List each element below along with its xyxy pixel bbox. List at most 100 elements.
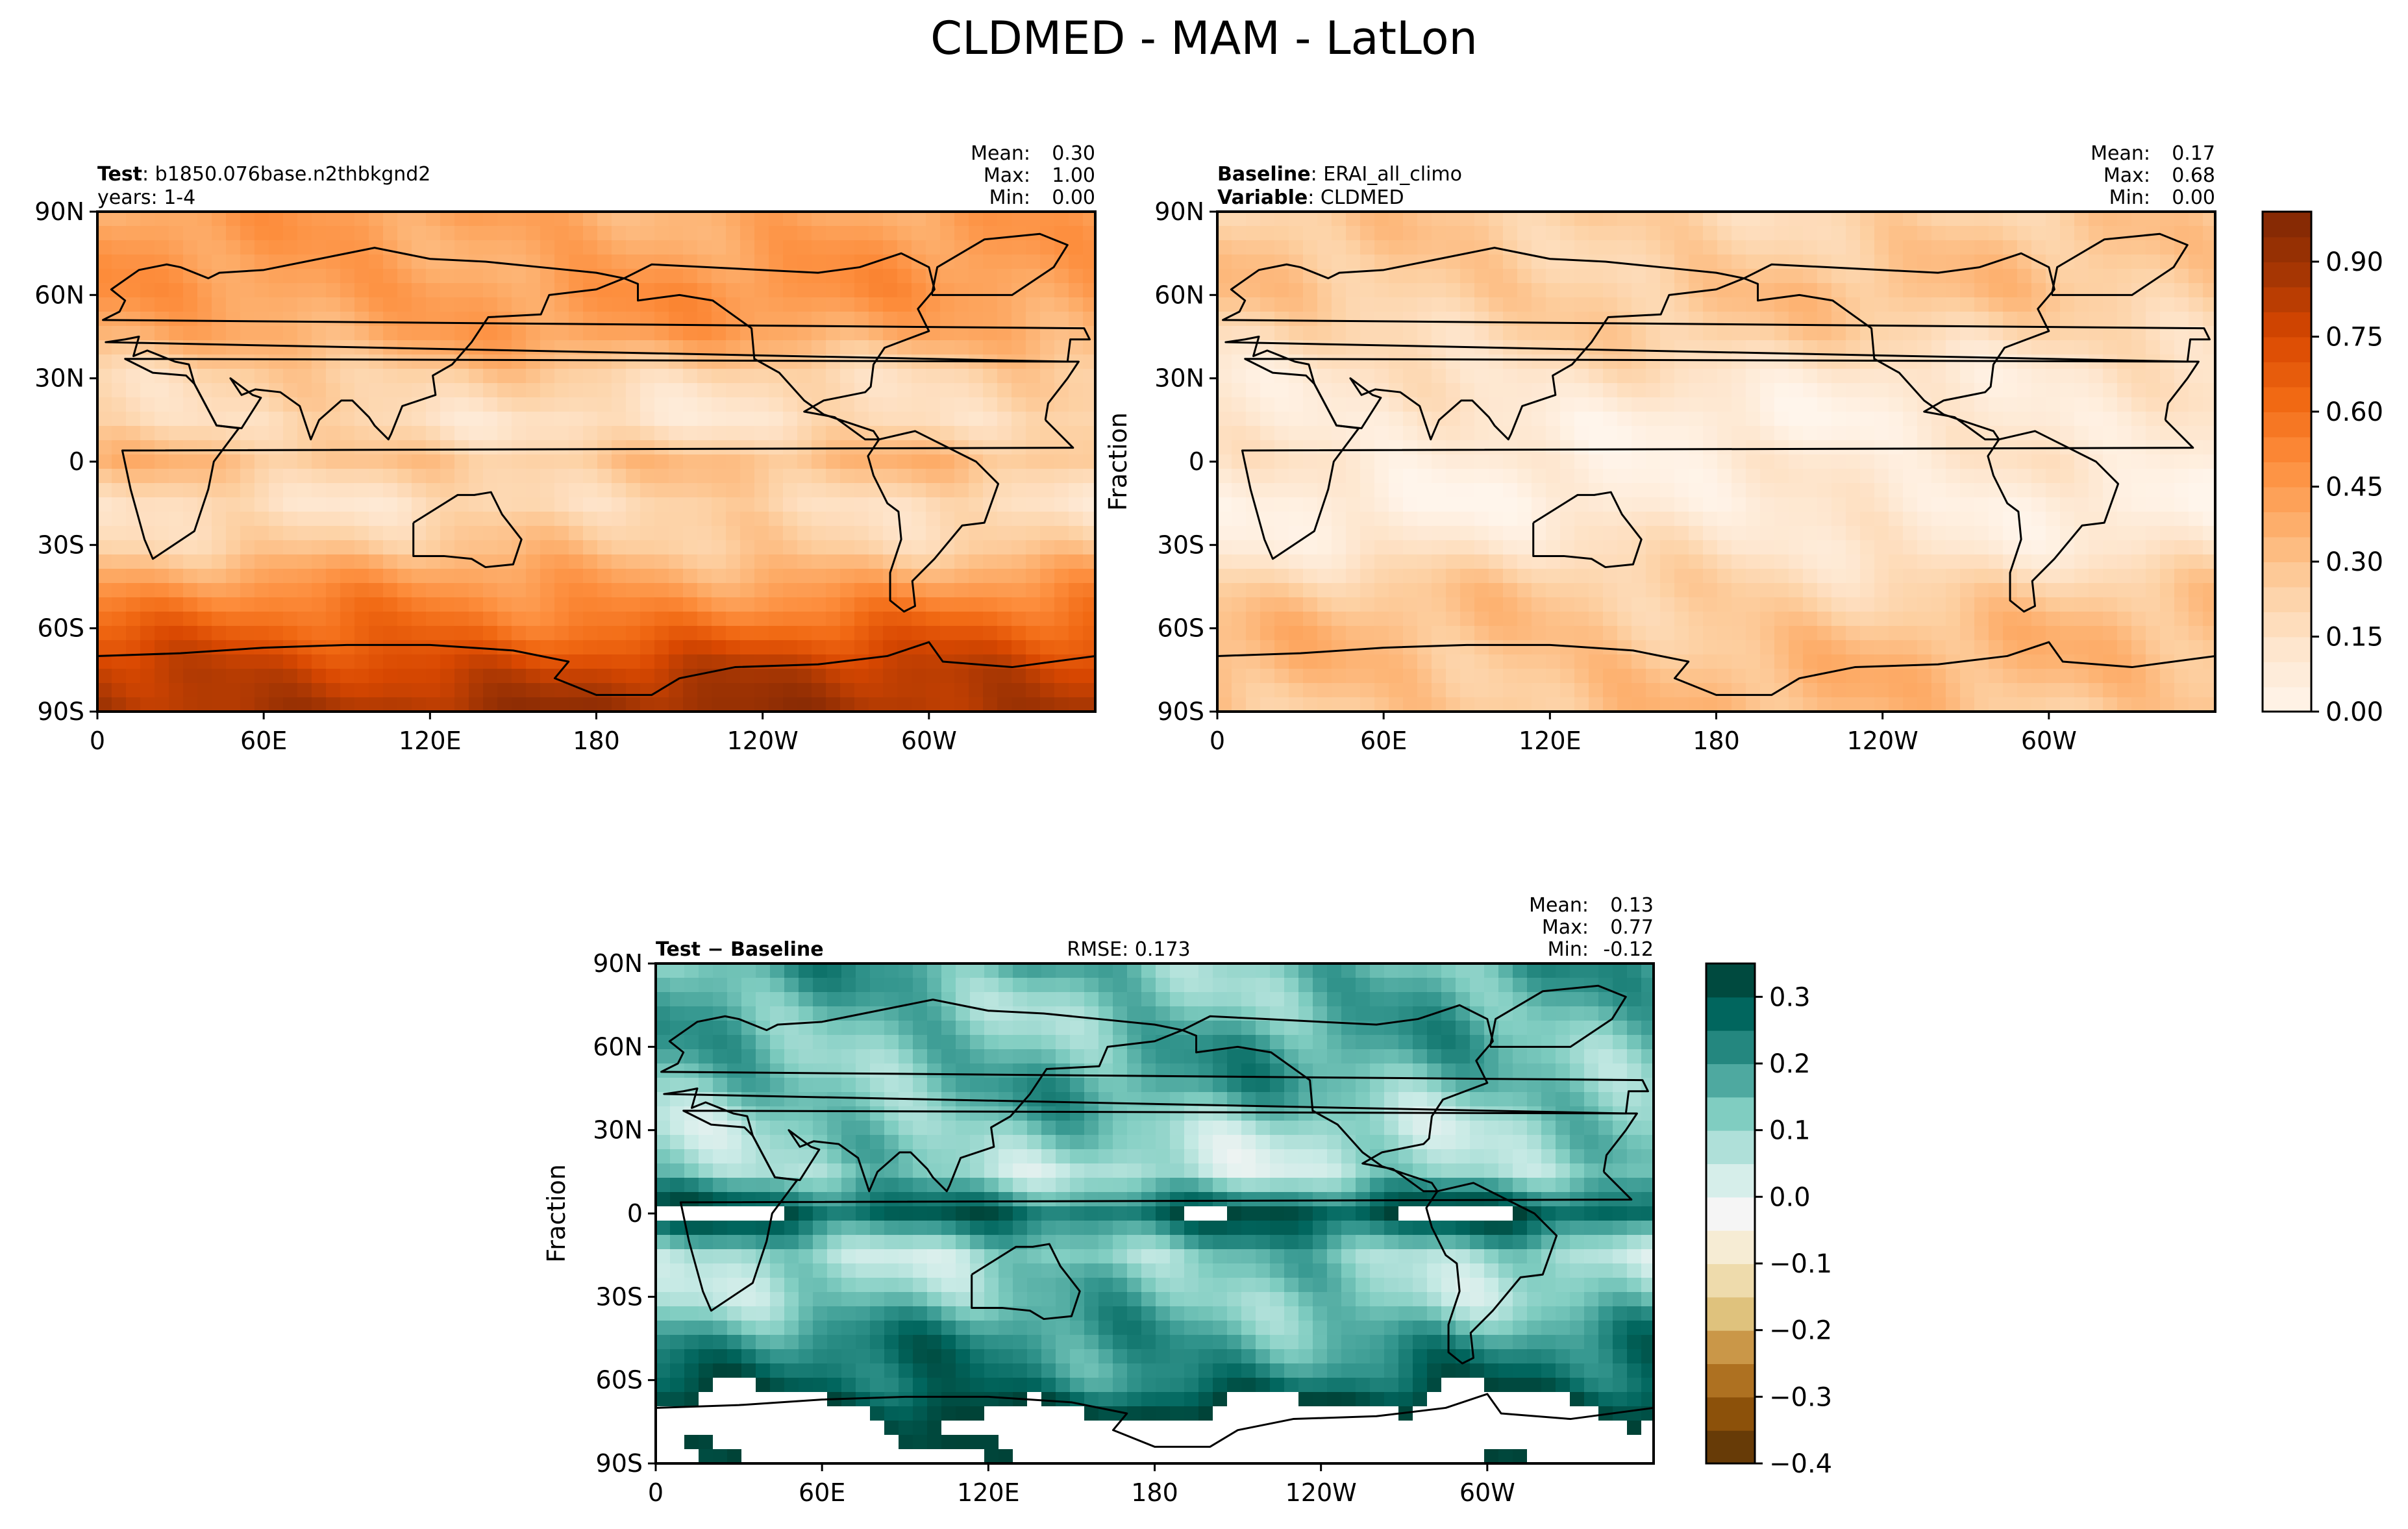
stat-label: Max: — [1542, 916, 1589, 939]
colorbar-segment — [1706, 1130, 1755, 1164]
colorbar-segment — [2263, 486, 2311, 512]
colorbar-bottom: 0.3 0.2 0.1 0.0 −0.1 −0.2 −0.3 −0.4 — [1705, 962, 1832, 1479]
x-tick-label: 60W — [901, 727, 957, 755]
coastline — [656, 1393, 1654, 1448]
y-axis-label: Fraction — [1104, 412, 1132, 511]
map-field-diff — [656, 963, 1654, 1463]
stat-value: 0.00 — [2172, 186, 2215, 209]
stat-label: Max: — [2104, 164, 2150, 187]
header-key: Test − Baseline — [656, 938, 824, 961]
panel-header-line: Test − Baseline — [656, 938, 824, 961]
coastline — [971, 1243, 1081, 1321]
y-tick-label: 90S — [1158, 697, 1204, 726]
colorbar-segment — [2263, 362, 2311, 388]
x-tick-label: 180 — [573, 727, 620, 755]
y-tick-label: 30S — [1158, 530, 1204, 559]
colorbar-frame — [2261, 210, 2313, 713]
colorbar-segment — [1706, 1330, 1755, 1364]
y-tick-label: 0 — [69, 447, 84, 476]
colorbar-tick-label: −0.2 — [1769, 1316, 1832, 1346]
panel-header-line: Variable: CLDMED — [1217, 186, 1404, 209]
coastline — [1489, 984, 1627, 1048]
header-value: : b1850.076base.n2thbkgnd2 — [142, 163, 430, 186]
coastline — [867, 430, 1000, 613]
stat-label: Min: — [2109, 186, 2150, 209]
colorbar-segment — [1706, 1397, 1755, 1431]
colorbar-tick-label: 0.1 — [1769, 1116, 1811, 1146]
stat-value: 0.77 — [1610, 916, 1654, 939]
colorbar-tick-label: 0.3 — [1769, 982, 1811, 1012]
y-tick-label: 90N — [593, 949, 643, 978]
coastline — [660, 999, 1649, 1193]
coastline — [102, 247, 1091, 441]
panel-header-line: Test: b1850.076base.n2thbkgnd2 — [97, 163, 430, 186]
x-tick-label: 180 — [1693, 727, 1740, 755]
colorbar-tick-label: 0.60 — [2326, 397, 2383, 427]
colorbar-segment — [2263, 562, 2311, 588]
y-tick-label: 90N — [1154, 197, 1204, 226]
colorbar-segment — [2263, 236, 2311, 262]
x-tick-label: 0 — [1210, 727, 1225, 755]
y-tick-label: 60N — [34, 280, 84, 309]
header-value: : CLDMED — [1308, 186, 1404, 209]
colorbar-segment — [2263, 286, 2311, 312]
colorbar-segment — [1706, 1230, 1755, 1264]
panel-header-line: Baseline: ERAI_all_climo — [1217, 163, 1462, 186]
stat-label: Mean: — [2091, 142, 2150, 165]
colorbar-segment — [1706, 1430, 1755, 1464]
x-tick-label: 60W — [1459, 1478, 1515, 1507]
y-tick-label: 60S — [38, 614, 84, 643]
coastline — [1425, 1182, 1558, 1365]
coastline — [930, 232, 1069, 296]
stat-label: Mean: — [971, 142, 1030, 165]
x-tick-label: 120W — [727, 727, 799, 755]
coastline — [412, 491, 523, 569]
x-tick-label: 120E — [1519, 727, 1582, 755]
colorbar-segment — [1706, 1197, 1755, 1231]
colorbar-tick-label: −0.3 — [1769, 1382, 1832, 1412]
coastline — [97, 641, 1095, 696]
y-tick-label: 0 — [627, 1199, 643, 1228]
x-tick-label: 60E — [240, 727, 287, 755]
coastline — [1217, 641, 2215, 696]
x-tick-label: 0 — [90, 727, 105, 755]
colorbar-segment — [2263, 462, 2311, 488]
colorbar-segment — [1706, 1030, 1755, 1064]
colorbar-segment — [2263, 386, 2311, 412]
x-tick-label: 180 — [1131, 1478, 1178, 1507]
y-tick-label: 60S — [596, 1366, 643, 1395]
header-key: Baseline — [1217, 163, 1311, 186]
colorbar-tick-label: −0.4 — [1769, 1449, 1832, 1479]
colorbar-segment — [1706, 1163, 1755, 1198]
x-tick-label: 60W — [2021, 727, 2077, 755]
colorbar-tick-label: 0.15 — [2326, 623, 2383, 653]
colorbar-segment — [1706, 1297, 1755, 1331]
y-tick-label: 30S — [38, 530, 84, 559]
colorbar-tick-label: 0.45 — [2326, 473, 2383, 503]
stat-label: Max: — [984, 164, 1030, 187]
colorbar-segment — [2263, 586, 2311, 612]
coastline — [1987, 430, 2120, 613]
y-tick-label: 30N — [1154, 364, 1204, 393]
colorbar-segment — [2263, 662, 2311, 688]
coastline — [1532, 491, 1643, 569]
colorbar-segment — [2263, 686, 2311, 712]
rmse-label: RMSE: 0.173 — [1067, 938, 1190, 961]
y-tick-label: 30N — [34, 364, 84, 393]
colorbar-segment — [2263, 536, 2311, 562]
stat-value: 0.13 — [1610, 894, 1654, 917]
colorbar-tick-label: −0.1 — [1769, 1249, 1832, 1279]
figure-title: CLDMED - MAM - LatLon — [930, 12, 1478, 65]
colorbar-segment — [1706, 1063, 1755, 1098]
x-tick-label: 120E — [399, 727, 462, 755]
colorbar-segment — [2263, 636, 2311, 662]
colorbar-segment — [2263, 262, 2311, 288]
stat-value: 0.30 — [1052, 142, 1095, 165]
y-tick-label: 90N — [34, 197, 84, 226]
header-key: Variable — [1217, 186, 1308, 209]
coastline — [2050, 232, 2189, 296]
header-value: years: 1-4 — [97, 186, 195, 209]
colorbar-segment — [2263, 312, 2311, 338]
panel-header-line: years: 1-4 — [97, 186, 195, 209]
